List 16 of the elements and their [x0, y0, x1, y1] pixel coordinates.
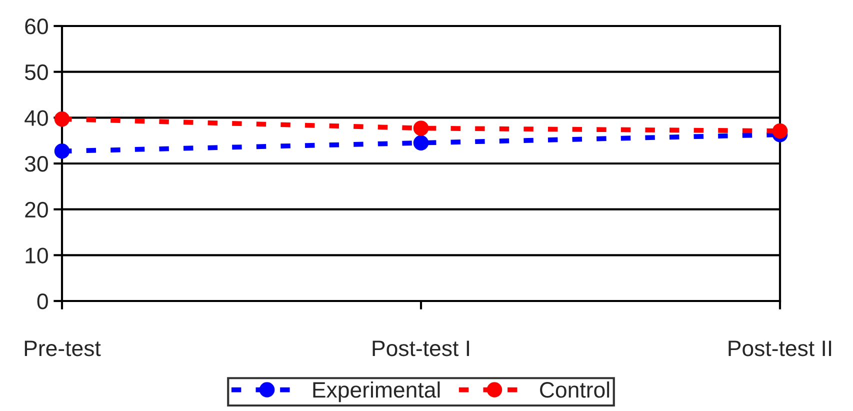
point — [54, 143, 70, 159]
legend-label: Control — [540, 381, 610, 398]
x-tick-label: Pre-test — [24, 340, 101, 356]
point — [772, 123, 788, 139]
y-tick-label: 50 — [24, 64, 48, 80]
point — [413, 135, 429, 151]
x-tick-label: Post-test II — [728, 340, 832, 356]
y-tick-label: 40 — [24, 110, 48, 126]
y-tick-label: 0 — [37, 294, 48, 310]
y-tick-label: 30 — [24, 156, 48, 172]
legend-label: Experimental — [313, 381, 440, 402]
y-tick-label: 20 — [25, 202, 48, 218]
y-tick-label: 60 — [25, 18, 48, 34]
y-tick-label: 10 — [26, 248, 48, 264]
point — [413, 120, 429, 136]
x-tick-label: Post-test I — [372, 340, 469, 356]
